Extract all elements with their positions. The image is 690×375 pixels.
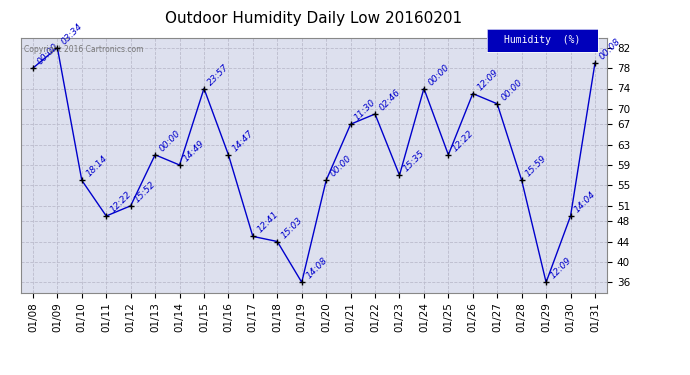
Text: 00:00: 00:00 xyxy=(35,42,60,67)
Text: 00:00: 00:00 xyxy=(157,129,182,153)
Text: 00:00: 00:00 xyxy=(426,62,451,87)
Title: Outdoor Humidity Daily Low 20160201: Outdoor Humidity Daily Low 20160201 xyxy=(166,11,462,26)
Text: 15:59: 15:59 xyxy=(524,154,549,179)
Text: 03:34: 03:34 xyxy=(60,21,85,46)
Text: 23:57: 23:57 xyxy=(206,62,231,87)
Text: 00:08: 00:08 xyxy=(598,37,622,62)
Text: Copyright 2016 Cartronics.com: Copyright 2016 Cartronics.com xyxy=(23,45,143,54)
Text: 12:22: 12:22 xyxy=(109,190,133,214)
Text: 12:22: 12:22 xyxy=(451,129,475,153)
Text: 14:47: 14:47 xyxy=(231,129,255,153)
Text: 14:08: 14:08 xyxy=(304,256,329,281)
Text: 14:04: 14:04 xyxy=(573,190,598,214)
Text: 02:46: 02:46 xyxy=(377,88,402,112)
Text: 15:03: 15:03 xyxy=(279,215,304,240)
Text: 18:14: 18:14 xyxy=(84,154,109,179)
Text: 12:09: 12:09 xyxy=(475,68,500,92)
Text: 15:52: 15:52 xyxy=(133,180,158,204)
Text: 12:09: 12:09 xyxy=(549,256,573,281)
Text: 14:49: 14:49 xyxy=(182,139,207,164)
Text: 12:41: 12:41 xyxy=(255,210,280,235)
Text: 00:00: 00:00 xyxy=(328,154,353,179)
Text: 00:00: 00:00 xyxy=(500,78,524,102)
Text: 15:35: 15:35 xyxy=(402,149,426,174)
Text: 11:30: 11:30 xyxy=(353,98,378,123)
